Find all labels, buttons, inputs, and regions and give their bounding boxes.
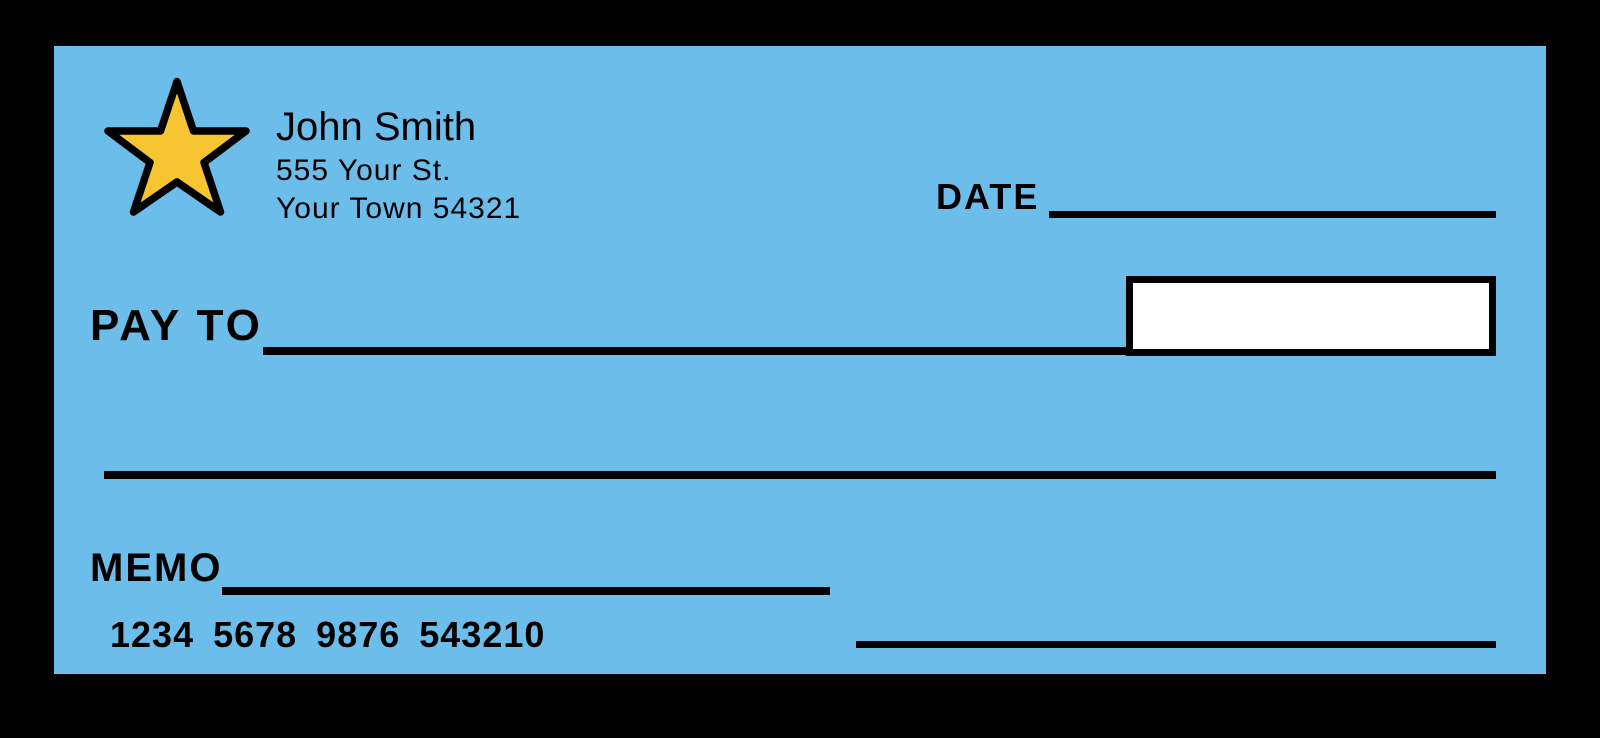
payer-address-line2: Your Town 54321 <box>276 190 521 228</box>
payer-address-line1: 555 Your St. <box>276 152 521 190</box>
date-section: DATE <box>936 176 1496 218</box>
payto-label: PAY TO <box>90 301 263 351</box>
amount-box <box>1126 276 1496 356</box>
date-label: DATE <box>936 176 1039 218</box>
date-line <box>1049 211 1496 218</box>
memo-line <box>222 587 830 595</box>
payer-info: John Smith 555 Your St. Your Town 54321 <box>276 102 521 227</box>
written-amount-line <box>104 471 1496 479</box>
payer-header: John Smith 555 Your St. Your Town 54321 <box>102 74 521 227</box>
signature-line <box>856 641 1496 648</box>
payer-name: John Smith <box>276 102 521 152</box>
micr-number: 1234 5678 9876 543210 <box>110 614 545 656</box>
memo-section: MEMO <box>90 546 830 595</box>
check-container: John Smith 555 Your St. Your Town 54321 … <box>48 40 1552 680</box>
star-icon <box>102 74 252 224</box>
memo-label: MEMO <box>90 546 222 591</box>
